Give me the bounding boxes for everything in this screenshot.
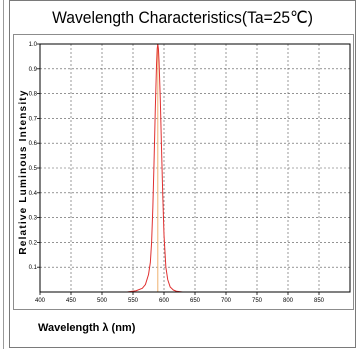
chart-title: Wavelength Characteristics(Ta=25℃): [52, 8, 313, 27]
window-edge-line: [3, 0, 4, 349]
y-tick-label-7: 0.8: [29, 92, 38, 98]
x-axis-label: Wavelength λ (nm): [38, 322, 136, 334]
tick-labels: 400 450 500 550 600 650 700 750 800 850 0.1 0.2 0.3 0…: [29, 42, 325, 304]
x-tick-label-8: 800: [283, 298, 294, 304]
y-tick-label-4: 0.5: [29, 166, 38, 172]
y-tick-label-9: 1.0: [29, 42, 38, 48]
grid-lines: [40, 44, 350, 292]
y-tick-label-3: 0.4: [29, 191, 38, 197]
y-tick-label-1: 0.2: [29, 240, 38, 246]
x-tick-label-7: 750: [252, 298, 263, 304]
plot-panel: [13, 34, 354, 310]
x-tick-label-3: 550: [128, 298, 139, 304]
series-line-0: [40, 43, 350, 293]
series-layer: [40, 43, 350, 293]
y-tick-label-0: 0.1: [29, 265, 38, 271]
axes: [37, 43, 351, 295]
y-tick-label-5: 0.6: [29, 141, 38, 147]
x-tick-label-9: 850: [314, 298, 325, 304]
x-tick-label-2: 500: [97, 298, 108, 304]
y-tick-label-8: 0.9: [29, 67, 38, 73]
x-tick-label-4: 600: [159, 298, 170, 304]
x-tick-label-0: 400: [35, 298, 46, 304]
x-tick-label-1: 450: [66, 298, 77, 304]
y-tick-label-2: 0.3: [29, 216, 38, 222]
x-tick-label-5: 650: [190, 298, 201, 304]
x-tick-label-6: 700: [221, 298, 232, 304]
y-tick-label-6: 0.7: [29, 116, 38, 122]
